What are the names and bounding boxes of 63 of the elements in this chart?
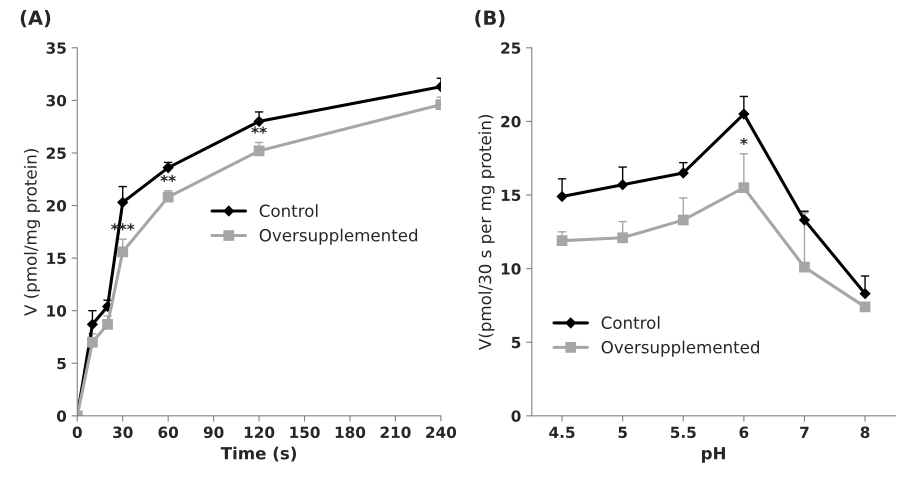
y-tick-label: 35 (46, 42, 66, 54)
x-tick-label: 5.5 (670, 426, 696, 438)
y-tick-label: 15 (47, 252, 66, 264)
x-axis-title: Time (s) (220, 446, 296, 462)
y-tick-label: 30 (46, 94, 66, 106)
annotation: ** (160, 174, 176, 182)
chart-title: (A) (20, 10, 50, 28)
y-tick-label: 20 (46, 200, 66, 212)
x-tick-label: 30 (113, 426, 133, 438)
x-tick-label: 5 (618, 426, 627, 438)
x-tick-label: 240 (426, 426, 456, 438)
x-tick-label: 8 (860, 426, 870, 438)
y-tick-label: 15 (502, 190, 520, 202)
point (678, 168, 689, 178)
x-tick-label: 6 (740, 426, 748, 438)
legend-label: Control (602, 316, 660, 329)
legend-label: Oversupplemented (602, 340, 759, 357)
x-axis-title: pH (702, 447, 725, 463)
x-tick-label: 90 (204, 426, 224, 438)
point (556, 191, 568, 202)
point (738, 108, 750, 120)
x-tick-label: 150 (290, 426, 320, 438)
point (86, 318, 98, 330)
x-tick-label: 7 (800, 426, 809, 438)
point (102, 318, 113, 330)
x-tick-label: 0 (72, 426, 82, 438)
y-axis-title: V (pmol/mg protein) (24, 149, 40, 316)
point (254, 145, 264, 156)
point (162, 192, 174, 203)
y-tick-label: 25 (46, 147, 66, 159)
x-tick-label: 120 (244, 426, 274, 438)
x-tick-label: 180 (336, 426, 366, 438)
chart-title: (B) (475, 10, 505, 28)
x-tick-label: 60 (158, 426, 178, 438)
point (799, 262, 810, 273)
point (617, 179, 628, 190)
y-tick-label: 10 (502, 263, 521, 275)
point (87, 336, 98, 348)
point (254, 116, 264, 127)
point (556, 235, 568, 246)
annotation: * (740, 138, 748, 145)
legend-label: Control (260, 204, 318, 218)
point (617, 232, 628, 244)
y-tick-label: 0 (511, 410, 521, 422)
point (162, 162, 174, 174)
y-axis-title: V(pmol/30 s per mg protein) (478, 115, 495, 350)
point (117, 196, 128, 208)
y-tick-label: 25 (501, 42, 520, 54)
point (799, 214, 810, 226)
x-tick-label: 210 (380, 426, 411, 438)
annotation: ** (251, 126, 267, 134)
y-tick-label: 5 (57, 358, 66, 370)
y-tick-label: 5 (512, 336, 520, 348)
x-tick-label: 4.5 (549, 426, 575, 438)
point (117, 246, 128, 258)
legend-label: Oversupplemented (260, 228, 418, 245)
y-tick-label: 20 (501, 116, 521, 128)
point (738, 182, 750, 194)
y-tick-label: 10 (47, 305, 66, 317)
point (860, 288, 870, 300)
point (678, 214, 689, 226)
point (860, 302, 870, 312)
y-tick-label: 0 (56, 410, 66, 422)
